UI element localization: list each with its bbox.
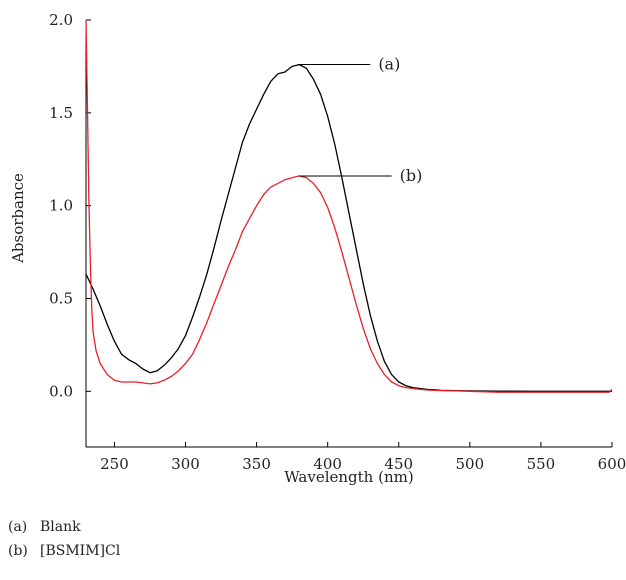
caption-item-b: (b) [BSMIM]Cl — [8, 543, 120, 559]
x-tick-label: 400 — [313, 455, 342, 473]
x-tick-label: 350 — [242, 455, 271, 473]
x-tick-label: 450 — [384, 455, 413, 473]
annotation-label: (a) — [378, 55, 400, 74]
y-tick-label: 1.0 — [49, 197, 73, 215]
y-axis: 0.0 0.5 1.0 1.5 2.0 — [49, 11, 91, 447]
x-tick-label: 250 — [100, 455, 129, 473]
caption-text: Blank — [40, 519, 81, 535]
y-axis-label: Absorbance — [9, 173, 27, 264]
caption-tag: (a) — [8, 519, 28, 535]
y-tick-label: 0.0 — [49, 382, 73, 400]
annotation-layer: (a) (b) — [297, 55, 423, 185]
x-axis-label: Wavelength (nm) — [284, 468, 413, 486]
caption-item-a: (a) Blank — [8, 519, 81, 535]
x-axis: 250 300 350 400 450 500 550 600 — [86, 442, 626, 473]
annotation-label: (b) — [400, 166, 423, 185]
absorbance-chart: 250 300 350 400 450 500 550 600 0.0 0.5 1.0 1.5 2.0… — [9, 11, 626, 486]
series-layer — [85, 19, 613, 393]
x-tick-label: 600 — [598, 455, 626, 473]
x-tick-label: 550 — [527, 455, 556, 473]
x-tick-label: 500 — [456, 455, 485, 473]
y-tick-label: 0.5 — [49, 289, 73, 307]
y-tick-label: 2.0 — [49, 11, 73, 29]
x-tick-label: 300 — [171, 455, 200, 473]
series-line-b — [85, 19, 613, 393]
y-tick-label: 1.5 — [49, 104, 73, 122]
caption-tag: (b) — [8, 543, 28, 559]
series-line-a — [85, 63, 612, 392]
caption-text: [BSMIM]Cl — [40, 543, 121, 559]
